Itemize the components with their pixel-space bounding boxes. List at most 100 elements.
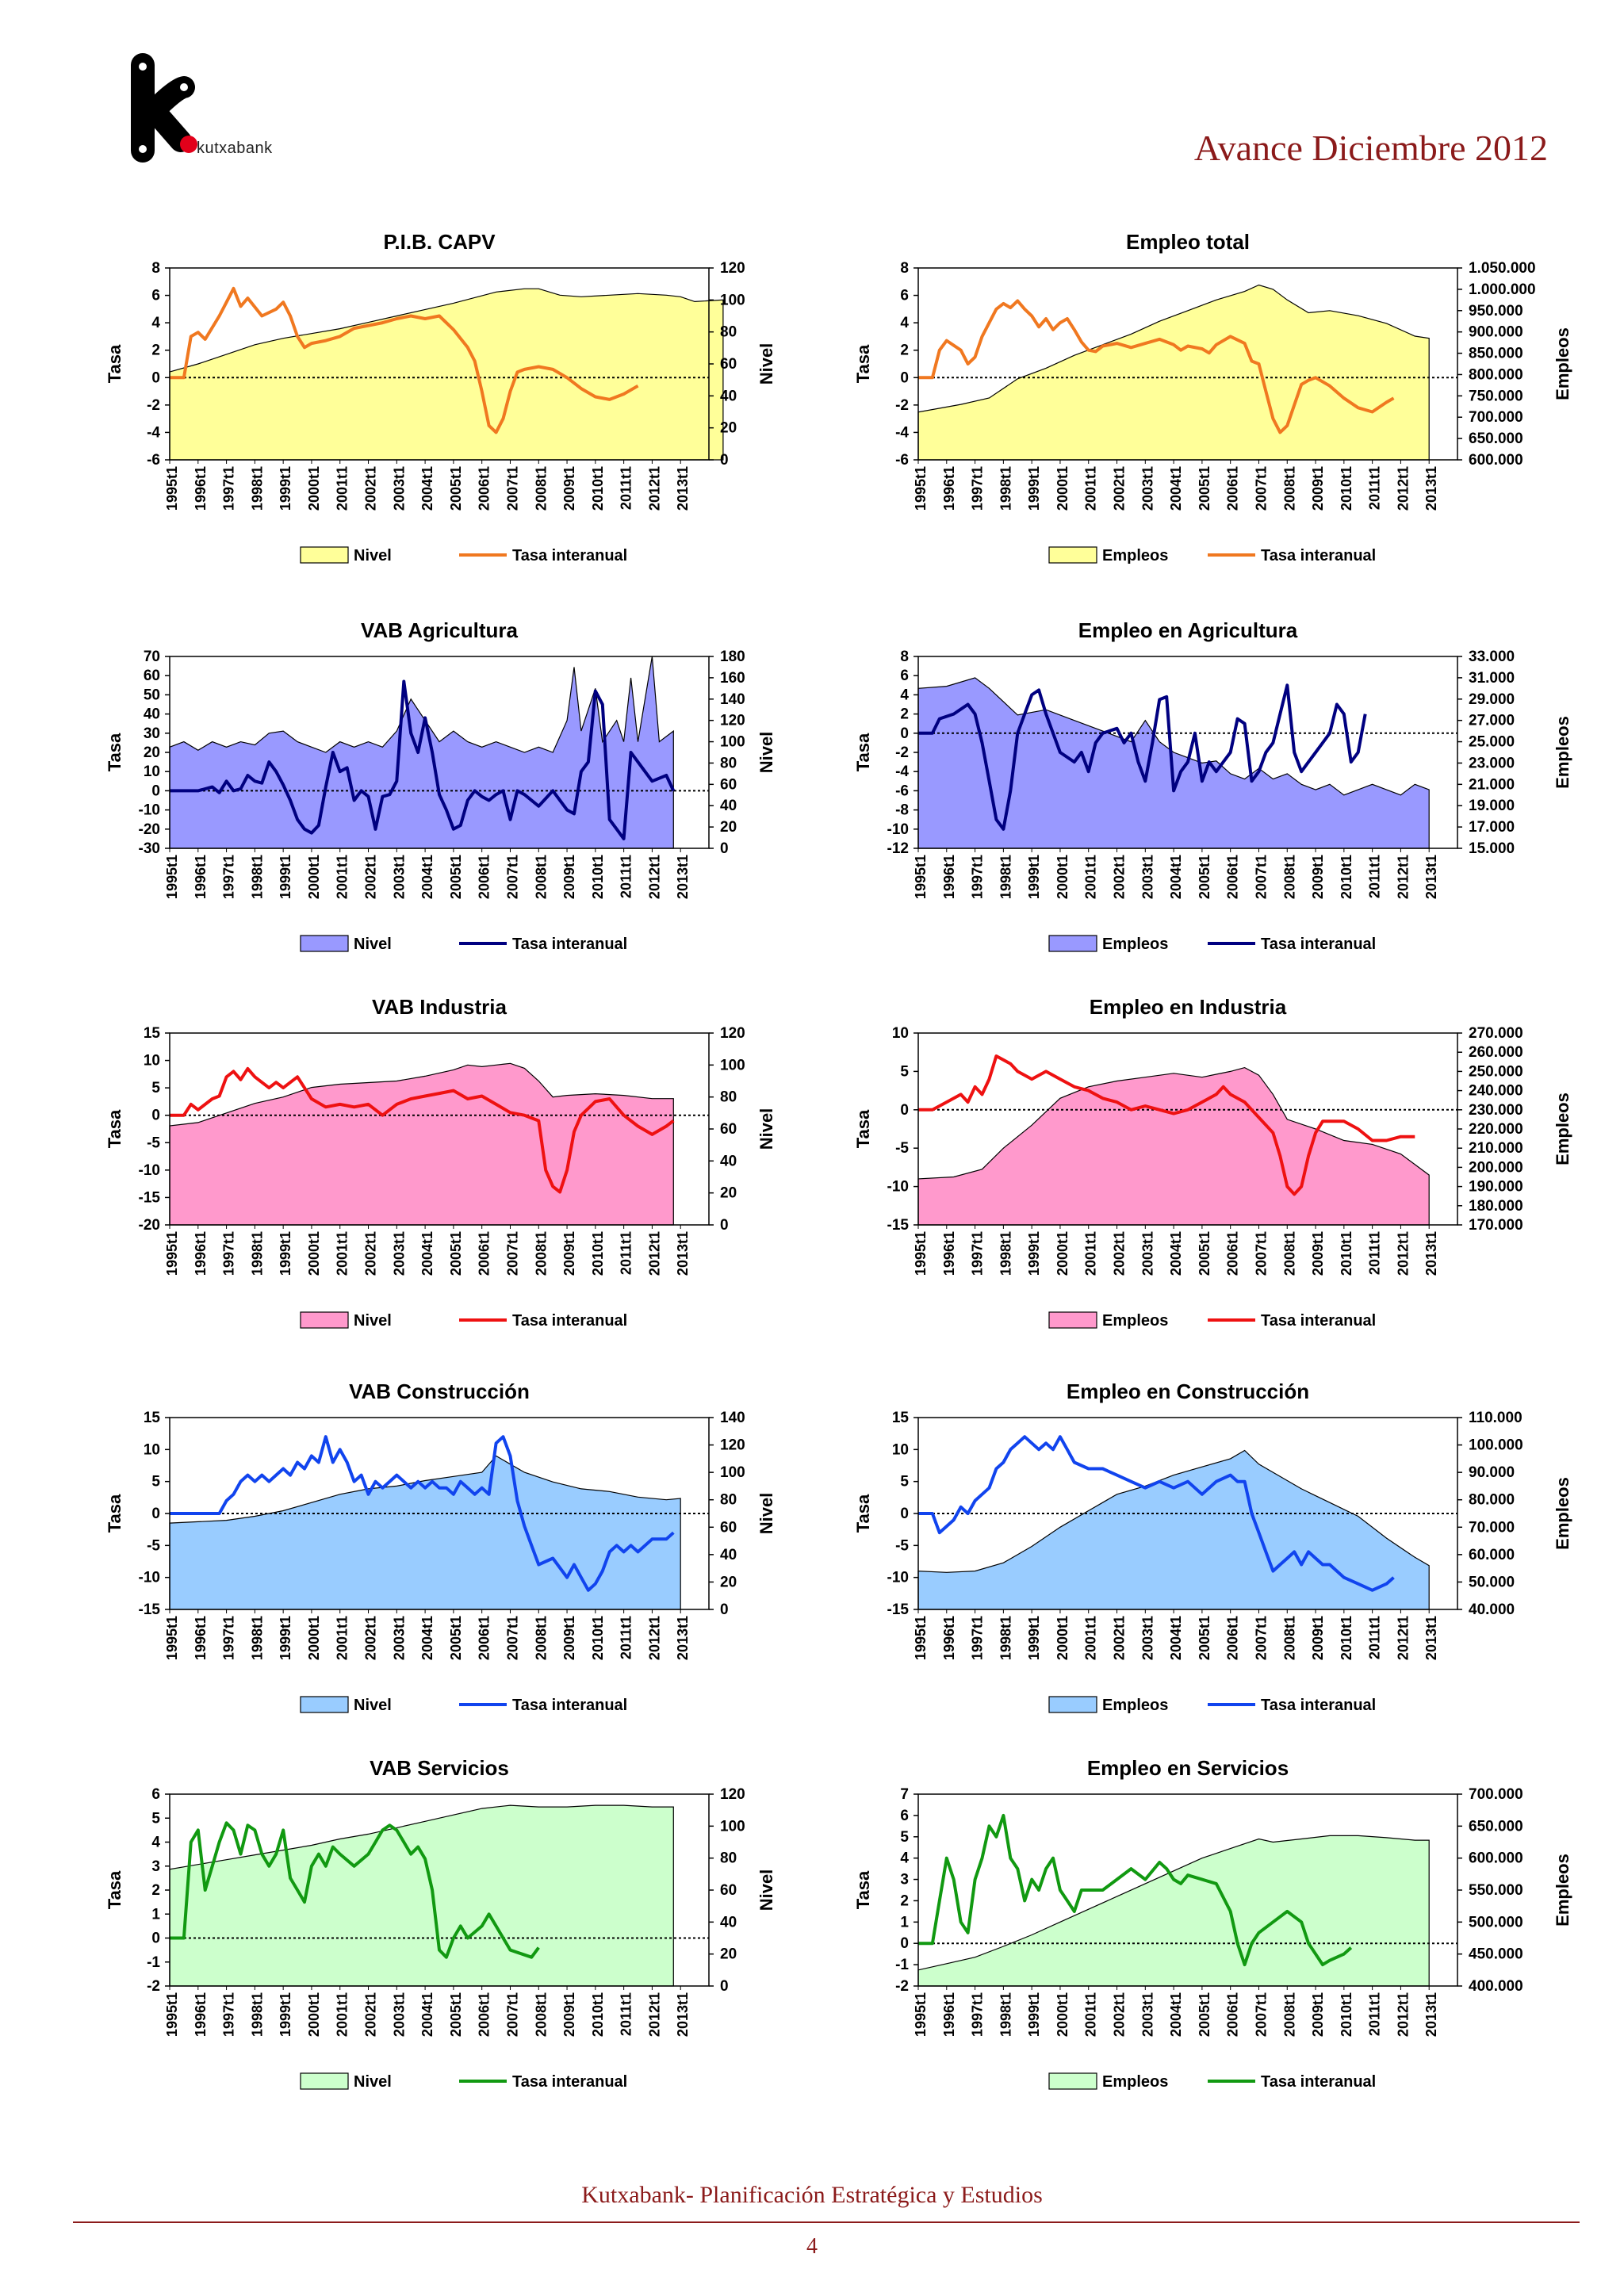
right-tick-label: 60 [720, 356, 737, 373]
x-tick-label: 2012t1 [1395, 1992, 1411, 2037]
right-tick-label: 800.000 [1469, 366, 1523, 383]
right-tick-label: 40 [720, 1153, 737, 1169]
left-tick-label: -1 [147, 1954, 160, 1971]
chart-vab-agricultura-svg: VAB Agricultura706050403020100-10-20-301… [105, 618, 776, 953]
x-tick-label: 2005t1 [1197, 1992, 1212, 2037]
x-tick-label: 2001t1 [1083, 855, 1099, 899]
right-tick-label: 60 [720, 1882, 737, 1899]
x-tick-label: 2009t1 [1310, 1231, 1326, 1276]
x-tick-label: 1997t1 [221, 466, 237, 511]
right-tick-label: 90.000 [1469, 1464, 1515, 1481]
left-tick-label: -4 [895, 763, 909, 780]
left-tick-label: 0 [900, 725, 909, 742]
left-tick-label: 70 [144, 649, 160, 665]
left-axis-title: Tasa [105, 1870, 124, 1909]
x-tick-label: 1997t1 [970, 1616, 986, 1660]
x-tick-label: 2011t1 [1367, 1616, 1383, 1659]
left-tick-label: -2 [147, 397, 160, 414]
right-tick-label: 700.000 [1469, 409, 1523, 426]
x-tick-label: 2001t1 [1083, 1992, 1099, 2037]
left-tick-label: 6 [151, 288, 160, 304]
x-tick-label: 2004t1 [419, 1231, 435, 1276]
right-tick-label: 180 [720, 649, 745, 665]
page-number: 4 [806, 2234, 818, 2259]
left-tick-label: 40 [144, 706, 160, 723]
x-tick-label: 1995t1 [913, 1616, 929, 1660]
left-axis-title: Tasa [853, 733, 873, 771]
left-tick-label: 4 [151, 315, 160, 331]
x-tick-label: 1995t1 [164, 1992, 180, 2037]
left-tick-label: 8 [900, 260, 909, 277]
right-tick-label: 40 [720, 1547, 737, 1563]
x-tick-label: 1996t1 [193, 466, 209, 511]
level-area [917, 1066, 1430, 1226]
right-tick-label: 200.000 [1469, 1159, 1523, 1176]
x-tick-label: 2005t1 [448, 1616, 464, 1660]
level-area [169, 1804, 674, 1987]
left-tick-label: 60 [144, 668, 160, 684]
right-tick-label: 33.000 [1469, 649, 1515, 665]
left-tick-label: 4 [900, 1850, 909, 1867]
left-tick-label: -30 [139, 840, 160, 857]
level-area [917, 1449, 1430, 1610]
x-tick-label: 2002t1 [363, 1992, 379, 2037]
legend-label-rate: Tasa interanual [512, 1697, 627, 1714]
x-tick-label: 1997t1 [221, 1231, 237, 1276]
x-tick-label: 2008t1 [533, 855, 549, 899]
x-tick-label: 2012t1 [646, 855, 662, 899]
right-tick-label: 40.000 [1469, 1601, 1515, 1618]
x-tick-label: 2004t1 [1168, 855, 1184, 899]
left-tick-label: 4 [900, 315, 909, 331]
right-tick-label: 120 [720, 1437, 745, 1454]
chart-empleo-construccion: Empleo en Construcción 15 10 5 0 -5 -10 -15 110.… [831, 1372, 1592, 1752]
x-tick-label: 2001t1 [335, 1616, 350, 1660]
x-tick-label: 2000t1 [306, 1616, 322, 1660]
x-tick-label: 1998t1 [998, 466, 1013, 511]
x-tick-label: 2008t1 [533, 1992, 549, 2037]
rate-line [918, 1435, 1395, 1592]
right-tick-label: 550.000 [1469, 1882, 1523, 1899]
left-tick-label: 5 [900, 1063, 909, 1080]
right-tick-label: 19.000 [1469, 798, 1515, 814]
x-tick-label: 2008t1 [533, 1616, 549, 1660]
left-tick-label: -10 [139, 1162, 160, 1179]
x-tick-label: 2001t1 [1083, 1231, 1099, 1276]
x-tick-label: 1999t1 [1026, 855, 1042, 899]
x-tick-label: 2009t1 [561, 855, 577, 899]
right-tick-label: 20 [720, 819, 737, 836]
x-tick-label: 1999t1 [278, 466, 293, 511]
x-tick-label: 2010t1 [590, 1992, 606, 2037]
right-tick-label: 15.000 [1469, 840, 1515, 857]
left-axis-title: Tasa [105, 1494, 124, 1533]
x-tick-label: 2006t1 [1225, 1616, 1241, 1660]
left-tick-label: 0 [900, 369, 909, 386]
x-tick-label: 2011t1 [619, 1992, 634, 2036]
x-tick-label: 1997t1 [221, 855, 237, 899]
legend-label-level: Nivel [354, 547, 392, 564]
legend-label-rate: Tasa interanual [1261, 1697, 1376, 1714]
right-tick-label: 20 [720, 1574, 737, 1590]
legend-swatch-level [1048, 2072, 1097, 2090]
left-tick-label: -2 [147, 1978, 160, 1995]
right-tick-label: 270.000 [1469, 1025, 1523, 1042]
rate-line [918, 1813, 1353, 1967]
x-tick-label: 2009t1 [1310, 1616, 1326, 1660]
left-tick-label: -15 [887, 1217, 910, 1234]
chart-empleo-industria-svg: Empleo en Industria 10 5 0 -5 -10 -15 270.000 26… [853, 995, 1572, 1330]
x-tick-label: 2010t1 [590, 855, 606, 899]
x-tick-label: 1998t1 [249, 1992, 265, 2037]
right-tick-label: 400.000 [1469, 1978, 1523, 1995]
left-tick-label: 50 [144, 687, 160, 703]
x-tick-label: 1998t1 [249, 855, 265, 899]
x-tick-label: 2000t1 [1055, 466, 1071, 511]
x-tick-label: 2005t1 [1197, 1231, 1212, 1276]
x-tick-label: 2010t1 [1339, 1992, 1354, 2037]
x-tick-label: 2012t1 [646, 1992, 662, 2037]
x-tick-label: 2002t1 [363, 855, 379, 899]
x-tick-label: 2011t1 [619, 1616, 634, 1659]
legend-label-rate: Tasa interanual [1261, 936, 1376, 953]
right-tick-label: 170.000 [1469, 1217, 1523, 1234]
right-tick-label: 260.000 [1469, 1044, 1523, 1061]
x-tick-label: 2000t1 [1055, 855, 1071, 899]
x-tick-label: 2010t1 [1339, 1616, 1354, 1660]
